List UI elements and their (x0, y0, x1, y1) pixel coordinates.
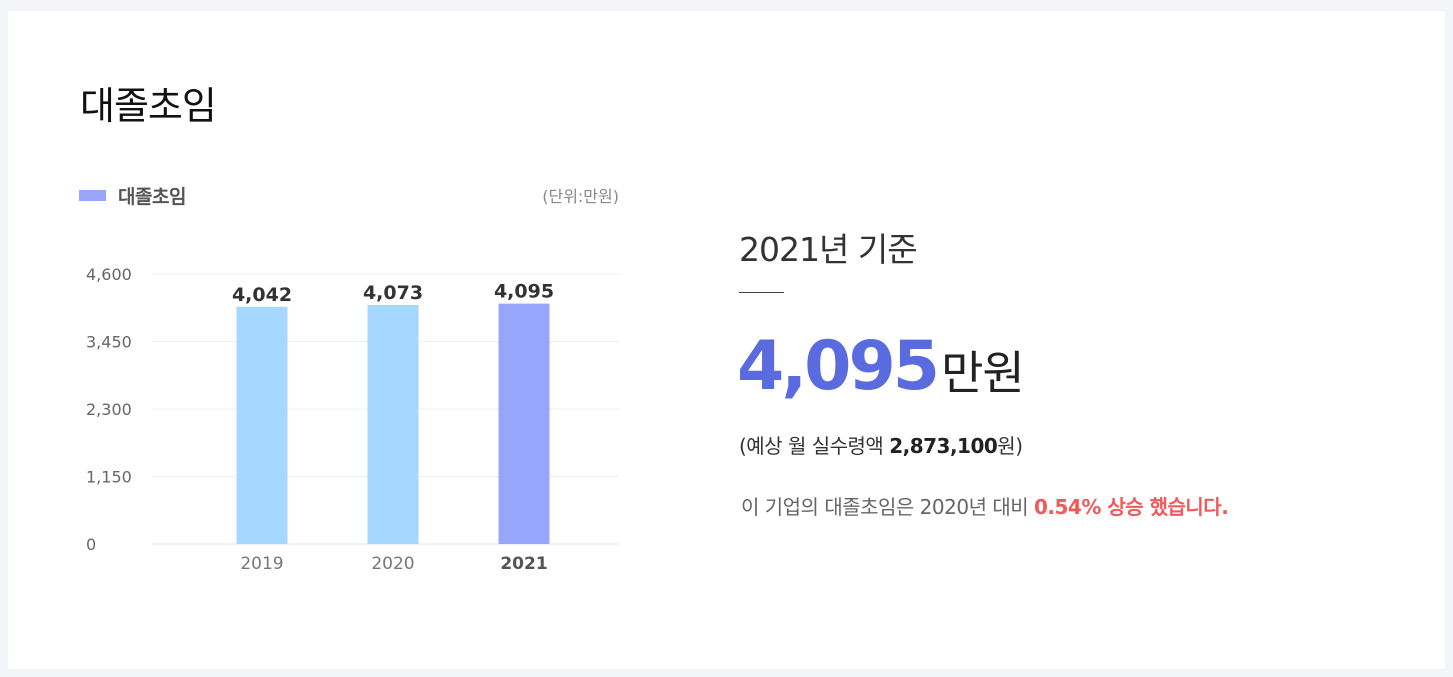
bar-chart: 0 1,150 2,300 3,450 4,600 4,042 2019 4,073 2020 4… (86, 265, 619, 574)
section-title: 대졸초임 (80, 84, 217, 128)
bar-2019 (236, 306, 288, 544)
data-label-2020: 4,073 (363, 282, 423, 304)
chart-legend: 대졸초임 (79, 182, 186, 209)
monthly-takehome: (예상 월 실수령액 2,873,100원) (739, 430, 1023, 459)
monthly-value: 2,873,100 (889, 434, 998, 458)
salary-unit: 만원 (941, 346, 1025, 400)
basis-title: 2021년 기준 (739, 230, 918, 269)
x-tick-label-2021: 2021 (500, 554, 547, 574)
salary-card: 대졸초임 대졸초임 (단위:만원) 0 1,150 2,300 3,450 4,600 4… (8, 11, 1445, 669)
x-tick-label-2020: 2020 (371, 554, 414, 574)
basis-divider (739, 292, 784, 293)
y-tick-label: 0 (86, 535, 96, 554)
y-tick-label: 2,300 (86, 400, 132, 419)
y-tick-label: 1,150 (86, 468, 132, 487)
data-label-2019: 4,042 (232, 284, 292, 306)
monthly-prefix: (예상 월 실수령액 (739, 434, 890, 458)
legend-label: 대졸초임 (118, 186, 186, 208)
y-tick-label: 3,450 (86, 333, 132, 352)
monthly-suffix: 원) (997, 434, 1023, 458)
x-tick-label-2019: 2019 (240, 554, 283, 574)
data-label-2021: 4,095 (494, 281, 554, 303)
y-tick-label: 4,600 (86, 265, 132, 284)
compare-prefix: 이 기업의 대졸초임은 2020년 대비 (741, 495, 1034, 519)
unit-label: (단위:만원) (542, 187, 619, 206)
legend-swatch (79, 190, 106, 201)
compare-highlight: 0.54% 상승 했습니다. (1034, 495, 1229, 519)
bar-2021 (498, 303, 550, 544)
bar-2020 (367, 304, 419, 544)
comparison-text: 이 기업의 대졸초임은 2020년 대비 0.54% 상승 했습니다. (741, 491, 1229, 520)
salary-value: 4,095 (737, 327, 940, 406)
salary-row: 4,095 만원 (737, 327, 1025, 406)
